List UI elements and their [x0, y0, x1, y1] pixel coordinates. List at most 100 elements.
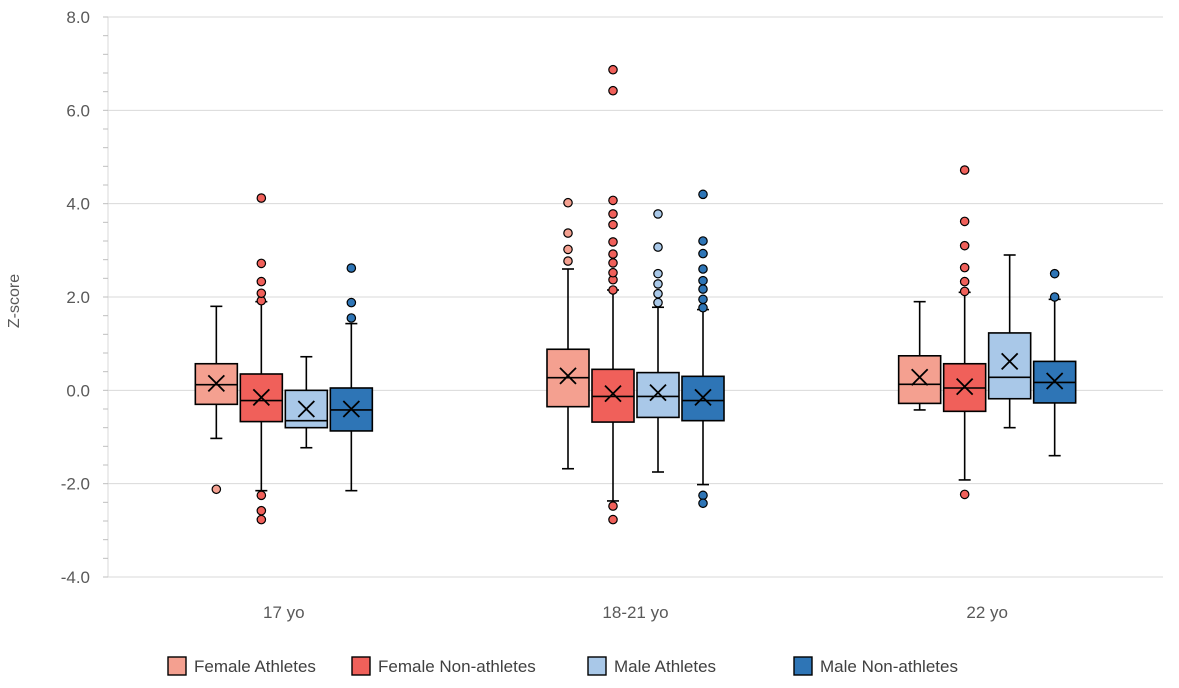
mean-marker [604, 384, 622, 403]
box-2-1 [636, 209, 680, 473]
outlier-point [698, 284, 708, 294]
outlier-point [698, 236, 708, 246]
outlier-point [653, 288, 663, 299]
box-0-0 [194, 305, 239, 495]
outlier-point [1049, 268, 1060, 279]
outlier-point [653, 209, 663, 219]
box-2-2 [987, 254, 1032, 429]
y-tick-label: 0.0 [66, 381, 90, 400]
outlier-point [563, 244, 573, 255]
outlier-point [653, 279, 663, 289]
box-2-0 [284, 355, 329, 449]
outlier-point [959, 216, 970, 227]
outlier-point [256, 514, 267, 525]
box-3-2 [1032, 268, 1077, 457]
legend-swatch [587, 656, 607, 676]
y-tick-label: -4.0 [61, 568, 90, 587]
outlier-point [608, 219, 618, 230]
mean-marker [1001, 352, 1019, 371]
box-3-0 [329, 263, 374, 492]
x-tick-label: 17 yo [263, 603, 305, 622]
gridlines [108, 16, 1163, 578]
outlier-point [256, 490, 267, 501]
box-iqr [239, 373, 284, 423]
legend-item: Female Non-athletes [351, 656, 536, 676]
outlier-point [608, 85, 618, 96]
y-tick-label: 8.0 [66, 8, 90, 27]
outlier-point [653, 297, 663, 308]
outlier-point [608, 249, 618, 259]
outlier-point [653, 268, 663, 279]
x-tick-label: 18-21 yo [602, 603, 668, 622]
outlier-point [608, 195, 618, 206]
legend-swatch [167, 656, 187, 676]
outlier-point [211, 484, 222, 495]
legend-swatch [793, 656, 813, 676]
legend-label: Male Non-athletes [820, 657, 958, 676]
y-tick-label: 4.0 [66, 195, 90, 214]
box-0-1 [546, 197, 590, 470]
mean-marker [649, 384, 667, 402]
outlier-point [563, 256, 573, 266]
x-tick-label: 22 yo [966, 603, 1008, 622]
outlier-point [698, 248, 708, 259]
outlier-point [959, 489, 970, 500]
outlier-point [608, 64, 618, 75]
legend-label: Female Athletes [194, 657, 316, 676]
outlier-point [959, 240, 970, 251]
outlier-point [698, 294, 708, 305]
outlier-point [608, 237, 618, 247]
mean-marker [956, 377, 974, 396]
outlier-point [1049, 292, 1060, 302]
box-1-2 [942, 165, 987, 500]
axes: 8.0 6.0 4.0 2.0 0.0 -2.0 -4.0 17 yo 18-21 yo 22 y… [61, 8, 1008, 622]
box-series [194, 64, 1077, 525]
legend-swatch [351, 656, 371, 676]
outlier-point [608, 514, 618, 525]
outlier-point [608, 501, 618, 511]
box-1-1 [591, 64, 635, 525]
box-iqr [897, 354, 942, 405]
outlier-point [563, 197, 573, 208]
outlier-point [608, 285, 618, 295]
outlier-point [256, 193, 267, 203]
legend-item: Male Non-athletes [793, 656, 958, 676]
mean-marker [297, 400, 315, 418]
mean-marker [911, 368, 929, 386]
box-0-2 [897, 300, 942, 411]
outlier-point [959, 286, 970, 297]
box-3-1 [681, 189, 725, 509]
box-1-0 [239, 193, 284, 525]
y-axis-title: Z-score [6, 274, 23, 328]
y-tick-label: -2.0 [61, 475, 90, 494]
outlier-point [346, 313, 357, 323]
outlier-point [346, 263, 357, 273]
outlier-point [959, 276, 970, 287]
mean-marker [1046, 372, 1064, 390]
mean-marker [207, 374, 225, 392]
mean-marker [342, 400, 360, 418]
outlier-point [346, 297, 357, 308]
outlier-point [608, 209, 618, 219]
box-iqr [987, 332, 1032, 400]
outlier-point [698, 490, 708, 501]
outlier-point [959, 262, 970, 273]
outlier-point [256, 288, 267, 299]
box-iqr [636, 371, 680, 419]
outlier-point [256, 258, 267, 269]
legend-label: Male Athletes [614, 657, 716, 676]
outlier-point [608, 258, 618, 268]
outlier-point [959, 165, 970, 175]
y-tick-label: 2.0 [66, 288, 90, 307]
outlier-point [608, 267, 618, 278]
outlier-point [698, 275, 708, 286]
outlier-point [256, 276, 267, 287]
outlier-point [698, 264, 708, 274]
mean-marker [559, 367, 577, 385]
outlier-point [563, 228, 573, 238]
legend-item: Female Athletes [167, 656, 316, 676]
outlier-point [698, 302, 708, 313]
outlier-point [653, 242, 663, 252]
